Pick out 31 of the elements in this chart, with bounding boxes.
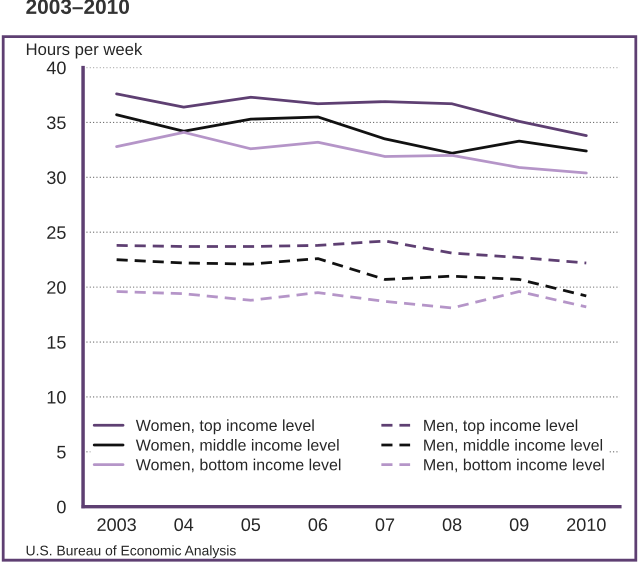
line-series bbox=[115, 290, 588, 310]
legend-label: Men, bottom income level bbox=[424, 458, 604, 472]
line-series bbox=[115, 257, 588, 298]
text: U.S. Bureau of Economic Analysis bbox=[26, 545, 236, 558]
y-tick-label: 35 bbox=[47, 116, 66, 130]
x-tick-label: 08 bbox=[442, 518, 462, 532]
y-tick-label: 15 bbox=[48, 336, 66, 349]
y-tick-label: 25 bbox=[47, 226, 66, 239]
x-tick-label: 07 bbox=[376, 518, 394, 532]
legend-label: Men, middle income level bbox=[424, 438, 602, 453]
line-series bbox=[115, 92, 588, 138]
line-series bbox=[115, 240, 588, 264]
x-tick-label: 2010 bbox=[567, 518, 606, 532]
x-tick-label: 09 bbox=[510, 518, 528, 532]
y-tick-label: 40 bbox=[46, 61, 66, 74]
legend-label: Women, bottom income level bbox=[136, 458, 340, 472]
legend-label: Men, top income level bbox=[424, 419, 578, 434]
x-tick-label: 06 bbox=[308, 518, 328, 532]
y-tick-label: 0 bbox=[57, 500, 66, 514]
y-tick-label: 20 bbox=[47, 281, 66, 294]
legend-label: Women, top income level bbox=[136, 419, 314, 434]
x-tick-label: 05 bbox=[241, 518, 260, 532]
y-axis-title: Hours per week bbox=[26, 42, 142, 58]
x-tick-label: 2003 bbox=[97, 518, 136, 532]
x-tick-label: 04 bbox=[174, 518, 194, 532]
y-tick-label: 30 bbox=[47, 171, 66, 184]
line-series bbox=[115, 113, 588, 155]
y-tick-label: 10 bbox=[48, 390, 66, 404]
y-tick-label: 5 bbox=[57, 446, 66, 459]
legend-label: Women, middle income level bbox=[136, 438, 339, 453]
line-series bbox=[115, 130, 588, 174]
